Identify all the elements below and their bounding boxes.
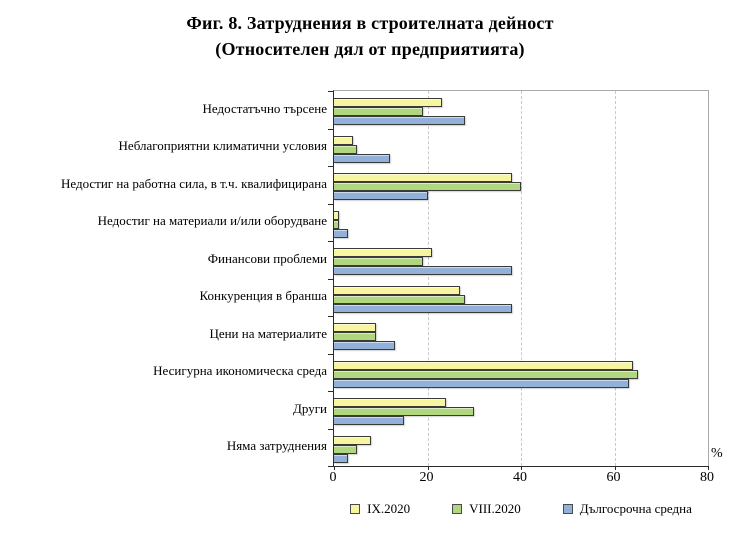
- category-axis: Недостатъчно търсене Неблагоприятни клима…: [0, 90, 327, 465]
- category-tick: [328, 466, 334, 467]
- category-tick: [328, 128, 334, 130]
- category-label: Недостиг на материали и/или оборудване: [97, 213, 327, 229]
- category-label: Неблагоприятни климатични условия: [118, 138, 327, 154]
- bar: [334, 332, 377, 341]
- legend-label: IX.2020: [367, 501, 411, 516]
- bar: [334, 341, 395, 350]
- bar: [334, 228, 349, 238]
- category-tick: [328, 353, 334, 355]
- bar: [334, 416, 405, 425]
- legend-swatch-icon: [350, 504, 361, 514]
- bar: [334, 453, 349, 463]
- bar: [334, 107, 423, 116]
- bar: [334, 257, 423, 266]
- chart-title: Фиг. 8. Затруднения в строителната дейно…: [186, 13, 554, 33]
- legend-swatch-icon: [562, 504, 573, 514]
- bar: [334, 210, 339, 220]
- value-tick-label: 80: [700, 470, 714, 485]
- bar: [334, 135, 353, 145]
- bar: [334, 173, 512, 182]
- bar: [334, 191, 428, 200]
- gridline: [521, 91, 522, 466]
- legend: IX.2020 VIII.2020 Дългосрочна средна: [326, 501, 716, 517]
- category-label: Несигурна икономическа среда: [153, 363, 327, 379]
- bar: [334, 98, 442, 107]
- chart-subtitle: (Относителен дял от предприятията): [215, 39, 525, 60]
- gridline: [427, 91, 429, 466]
- value-tick: [521, 466, 522, 470]
- axis-unit-label: %: [711, 446, 723, 461]
- category-label: Цени на материалите: [209, 325, 327, 341]
- bar: [334, 323, 377, 332]
- value-tick-label: 40: [513, 470, 527, 485]
- value-tick: [614, 466, 616, 470]
- bar: [334, 369, 638, 379]
- category-label: Недостиг на работна сила, в т.ч. квалифи…: [60, 175, 327, 191]
- category-tick: [328, 428, 334, 430]
- bar: [334, 285, 461, 295]
- bar: [334, 182, 521, 191]
- value-tick-label: 60: [606, 470, 621, 485]
- legend-label: VIII.2020: [469, 501, 521, 516]
- bar: [334, 248, 433, 257]
- chart-title-block: Фиг. 8. Затруднения в строителната дейно…: [0, 10, 740, 62]
- category-label: Недостатъчно търсене: [202, 100, 327, 116]
- category-tick: [328, 316, 334, 317]
- category-tick: [328, 166, 334, 167]
- bar: [334, 378, 629, 388]
- bar: [334, 407, 475, 416]
- legend-swatch-icon: [452, 504, 463, 514]
- legend-item: Дългосрочна средна: [562, 501, 692, 517]
- gridline: [614, 91, 616, 466]
- legend-label: Дългосрочна средна: [579, 501, 692, 516]
- category-tick: [328, 203, 334, 205]
- bar: [334, 153, 391, 163]
- value-tick-label: 0: [329, 470, 337, 485]
- category-label: Финансови проблеми: [207, 250, 327, 266]
- bar: [334, 360, 634, 370]
- bar: [334, 144, 358, 154]
- value-tick-label: 20: [419, 470, 434, 485]
- category-tick: [328, 278, 334, 280]
- category-tick: [328, 241, 334, 242]
- legend-item: IX.2020: [350, 501, 410, 517]
- legend-item: VIII.2020: [452, 501, 521, 517]
- bar: [334, 266, 512, 275]
- value-tick: [334, 466, 335, 470]
- category-tick: [328, 391, 334, 392]
- bar: [334, 398, 447, 407]
- bar: [334, 116, 465, 125]
- category-label: Няма затруднения: [226, 438, 327, 454]
- bar: [334, 435, 372, 445]
- plot-area: [328, 90, 709, 470]
- category-tick: [328, 91, 334, 92]
- bar: [334, 444, 358, 454]
- bar: [334, 294, 465, 304]
- value-tick: [427, 466, 429, 470]
- category-label: Други: [293, 400, 327, 416]
- bar: [334, 219, 339, 229]
- value-axis: 0 20 40 60 80: [329, 470, 715, 488]
- category-label: Конкуренция в бранша: [199, 288, 328, 304]
- value-tick: [708, 466, 709, 470]
- bar: [334, 303, 512, 313]
